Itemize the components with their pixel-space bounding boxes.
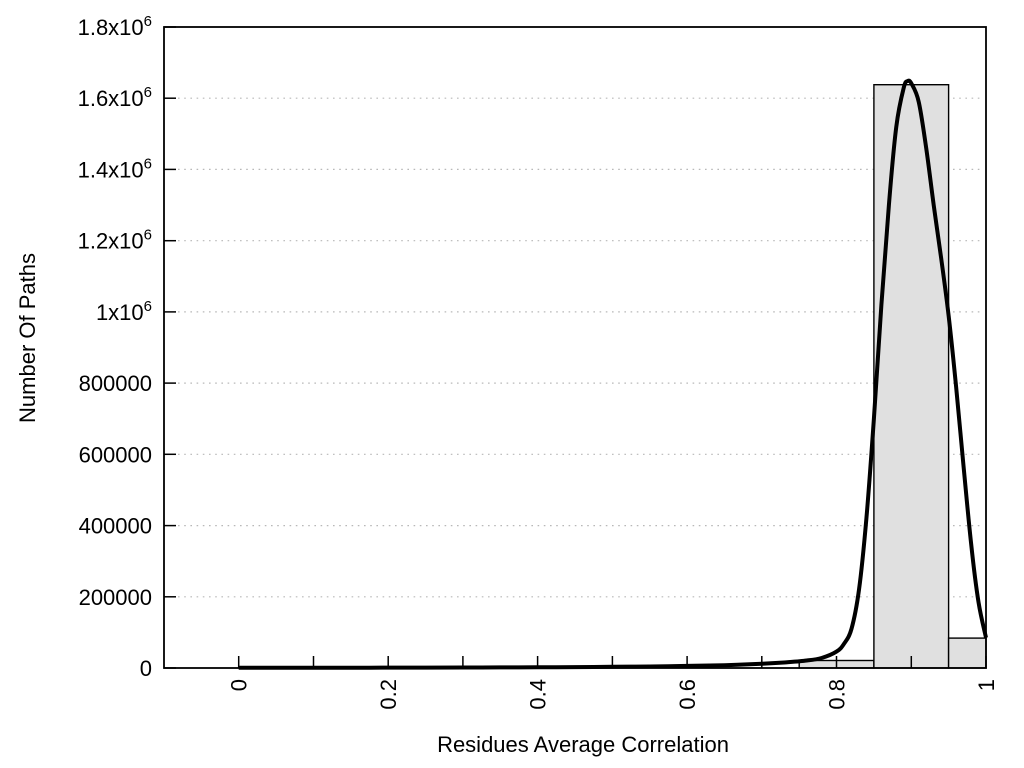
plot-frame [163, 26, 987, 669]
y-tick-label: 800000 [79, 371, 152, 396]
superscript-exponent: 6 [144, 13, 152, 30]
superscript-exponent: 6 [144, 84, 152, 101]
y-tick-label: 1.8x106 [78, 13, 152, 40]
y-axis-title: Number Of Paths [15, 253, 40, 423]
tick-labels-layer: 0 0.2 0.4 0.6 0.8 1 0 200000 400000 600000 800000 1… [78, 13, 999, 710]
x-tick-label: 0.6 [675, 679, 700, 710]
y-tick-label: 600000 [79, 442, 152, 467]
tick-marks-layer [164, 26, 987, 669]
gridlines-layer [178, 97, 984, 598]
x-tick-label: 0.4 [526, 679, 551, 710]
x-tick-label: 0.2 [376, 679, 401, 710]
x-tick-label: 0 [227, 679, 252, 691]
x-tick-label: 1 [974, 679, 999, 691]
y-tick-label: 0 [140, 656, 152, 681]
y-tick-label: 200000 [79, 585, 152, 610]
histogram-bar [873, 83, 950, 669]
superscript-exponent: 6 [144, 227, 152, 244]
y-tick-label: 1x106 [96, 298, 152, 325]
y-tick-label: 1.6x106 [78, 84, 152, 111]
x-axis-title: Residues Average Correlation [437, 732, 729, 757]
x-tick-label: 0.8 [825, 679, 850, 710]
y-tick-label: 1.4x106 [78, 155, 152, 182]
y-tick-label: 400000 [79, 514, 152, 539]
histogram-bar [947, 637, 987, 669]
plot-frame-layer [163, 26, 987, 669]
superscript-exponent: 6 [144, 298, 152, 315]
y-tick-label: 1.2x106 [78, 227, 152, 254]
histogram-bars-layer [798, 83, 987, 669]
superscript-exponent: 6 [144, 155, 152, 172]
